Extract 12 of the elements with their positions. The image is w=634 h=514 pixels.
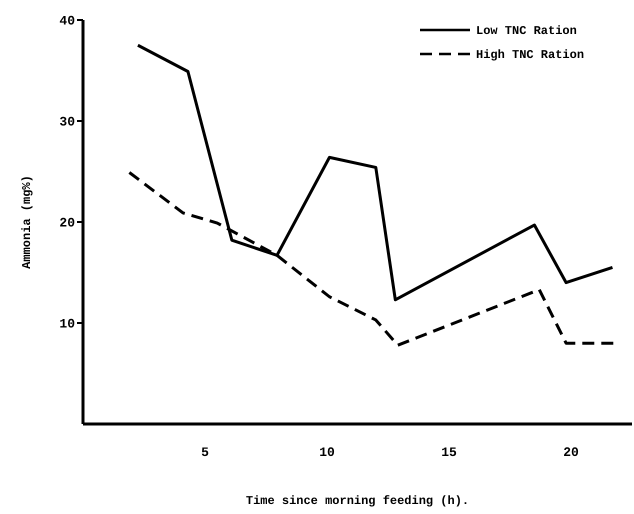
y-tick-label: 30 <box>59 114 76 130</box>
y-axis-title: Ammonia (mg%) <box>20 175 34 269</box>
x-axis-title: Time since morning feeding (h). <box>246 494 470 508</box>
x-tick-label: 20 <box>563 445 579 460</box>
y-tick-label: 40 <box>59 14 76 29</box>
legend-label: Low TNC Ration <box>476 24 577 38</box>
x-tick-label: 10 <box>319 445 335 460</box>
legend-label: High TNC Ration <box>476 48 584 62</box>
x-tick-label: 5 <box>201 445 210 460</box>
x-tick-label: 15 <box>441 445 457 460</box>
y-tick-label: 10 <box>59 316 76 332</box>
y-tick-label: 20 <box>59 216 76 231</box>
